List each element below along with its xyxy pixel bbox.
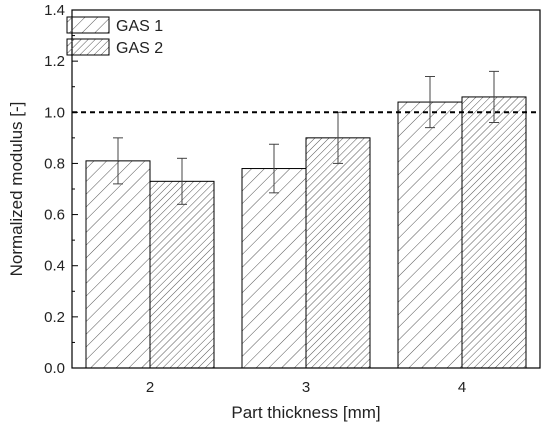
y-axis-title: Normalized modulus [-] (7, 102, 26, 277)
legend-swatch-gas-1 (66, 16, 110, 34)
legend: GAS 1 GAS 2 (66, 16, 163, 57)
legend-label-gas-1: GAS 1 (116, 18, 163, 35)
y-tick-label: 0.6 (44, 207, 65, 224)
legend-label-gas-2: GAS 2 (116, 40, 163, 57)
bars-layer (85, 96, 527, 369)
bar-gas-2-4 (461, 96, 527, 369)
x-tick-label: 3 (302, 379, 310, 396)
bar-gas-2-2 (149, 180, 215, 369)
y-tick-label: 0.8 (44, 155, 65, 172)
y-tick-label: 0.2 (44, 309, 65, 326)
x-tick-label: 2 (146, 379, 154, 396)
bar-gas-1-2 (85, 160, 151, 369)
x-axis-title: Part thickness [mm] (231, 403, 380, 422)
y-axis: 0.0 0.2 0.4 0.6 0.8 1.0 1.2 1.4 (44, 2, 78, 377)
y-tick-label: 0.4 (44, 258, 65, 275)
y-tick-label: 0.0 (44, 360, 65, 377)
bar-gas-2-3 (305, 137, 371, 369)
bar-gas-1-4 (397, 101, 463, 369)
y-tick-label: 1.4 (44, 2, 65, 19)
x-axis: 2 3 4 (146, 362, 466, 396)
y-tick-label: 1.0 (44, 104, 65, 121)
x-tick-label: 4 (458, 379, 466, 396)
y-tick-label: 1.2 (44, 53, 65, 70)
legend-swatch-gas-2 (66, 38, 110, 56)
bar-gas-1-3 (241, 168, 307, 369)
